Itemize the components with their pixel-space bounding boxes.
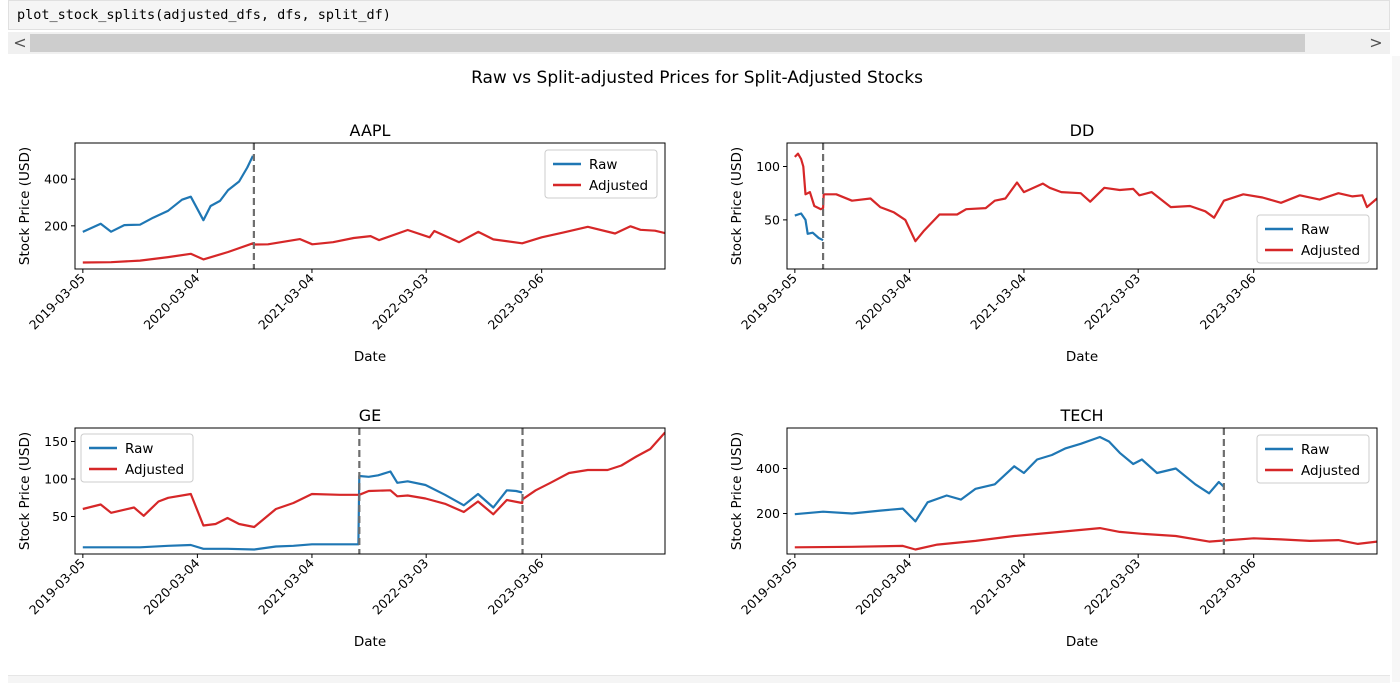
y-tick-label: 400 (44, 172, 68, 187)
x-axis-label-dd: Date (1066, 349, 1098, 365)
x-tick-label: 2019-03-05 (738, 271, 800, 333)
y-axis-label-tech: Stock Price (USD) (729, 432, 745, 550)
legend-label-adjusted: Adjusted (125, 462, 184, 478)
x-tick-label: 2019-03-05 (26, 271, 88, 333)
y-tick-label: 400 (756, 461, 780, 476)
series-line-adjusted-ge (82, 431, 665, 529)
horizontal-scrollbar[interactable]: < > (8, 32, 1390, 54)
y-tick-label: 200 (44, 218, 68, 233)
subplot-title-ge: GE (359, 406, 382, 425)
subplot-grid: AAPL 200 400 2019-03-05 2020-03-04 2021-03-04… (17, 121, 1378, 650)
figure-suptitle: Raw vs Split-adjusted Prices for Split-A… (471, 68, 923, 88)
subplot-ge: GE 50 100 150 2019-03-05 2020-03-04 2021-03-04… (17, 406, 666, 650)
x-tick-label: 2023-03-06 (485, 555, 547, 617)
subplot-tech: TECH 200 400 2019-03-05 2020-03-04 2021-03-04… (729, 406, 1378, 650)
legend-dd: Raw Adjusted (1256, 214, 1370, 264)
figure-canvas: Raw vs Split-adjusted Prices for Split-A… (17, 68, 1378, 650)
x-axis-label-aapl: Date (354, 349, 386, 365)
subplot-title-aapl: AAPL (350, 121, 391, 140)
series-line-raw-aapl (82, 155, 254, 233)
legend-aapl: Raw Adjusted (544, 149, 658, 199)
x-tick-label: 2020-03-04 (141, 270, 203, 332)
x-tick-label: 2020-03-04 (853, 555, 915, 617)
x-axis-label-tech: Date (1066, 634, 1098, 650)
scroll-left-arrow-icon[interactable]: < (13, 33, 27, 52)
code-text: plot_stock_splits(adjusted_dfs, dfs, spl… (17, 7, 391, 23)
legend-label-raw: Raw (1301, 442, 1329, 458)
subplot-aapl: AAPL 200 400 2019-03-05 2020-03-04 2021-03-04… (17, 121, 666, 365)
y-tick-label: 150 (44, 434, 68, 449)
subplot-title-tech: TECH (1059, 406, 1103, 425)
series-line-raw-tech (794, 435, 1225, 523)
legend-label-raw: Raw (125, 441, 153, 457)
legend-tech: Raw Adjusted (1256, 434, 1370, 484)
x-tick-label: 2022-03-03 (369, 271, 431, 333)
axes-frame-tech (786, 427, 1378, 555)
code-cell[interactable]: plot_stock_splits(adjusted_dfs, dfs, spl… (8, 0, 1390, 30)
series-line-adjusted-tech (794, 527, 1377, 551)
x-tick-label: 2019-03-05 (738, 556, 800, 618)
scrollbar-thumb[interactable] (30, 34, 1305, 52)
legend-label-raw: Raw (1301, 222, 1329, 238)
y-tick-label: 100 (756, 159, 780, 174)
x-tick-label: 2023-03-06 (485, 270, 547, 332)
y-tick-label: 200 (756, 506, 780, 521)
x-tick-label: 2022-03-03 (369, 556, 431, 618)
y-tick-label: 50 (764, 212, 780, 227)
x-axis-label-ge: Date (354, 634, 386, 650)
y-axis-label-ge: Stock Price (USD) (17, 432, 33, 550)
y-axis-label-aapl: Stock Price (USD) (17, 147, 33, 265)
legend-label-adjusted: Adjusted (1301, 463, 1360, 479)
next-cell-edge (8, 675, 1390, 683)
x-tick-label: 2021-03-04 (255, 270, 317, 332)
y-tick-label: 50 (52, 509, 68, 524)
legend-label-adjusted: Adjusted (589, 178, 648, 194)
x-tick-label: 2022-03-03 (1081, 556, 1143, 618)
legend-label-adjusted: Adjusted (1301, 243, 1360, 259)
axes-frame-ge (74, 427, 666, 555)
output-scroll-gutter (1392, 56, 1400, 682)
x-tick-label: 2023-03-06 (1197, 555, 1259, 617)
series-line-adjusted-aapl (82, 225, 665, 264)
x-tick-label: 2021-03-04 (967, 555, 1029, 617)
axes-frame-dd (786, 142, 1378, 270)
x-tick-label: 2023-03-06 (1197, 270, 1259, 332)
x-tick-label: 2021-03-04 (967, 270, 1029, 332)
x-tick-label: 2020-03-04 (853, 270, 915, 332)
legend-label-raw: Raw (589, 157, 617, 173)
x-tick-label: 2020-03-04 (141, 555, 203, 617)
legend-ge: Raw Adjusted (80, 433, 194, 483)
x-tick-label: 2022-03-03 (1081, 271, 1143, 333)
y-axis-label-dd: Stock Price (USD) (729, 147, 745, 265)
y-tick-label: 100 (44, 472, 68, 487)
axes-frame-aapl (74, 142, 666, 270)
series-line-raw-dd (794, 212, 824, 242)
scroll-right-arrow-icon[interactable]: > (1369, 33, 1383, 52)
x-tick-label: 2021-03-04 (255, 555, 317, 617)
subplot-title-dd: DD (1070, 121, 1095, 140)
subplot-dd: DD 50 100 2019-03-05 2020-03-04 2021-03-04 202… (729, 121, 1378, 365)
x-tick-label: 2019-03-05 (26, 556, 88, 618)
